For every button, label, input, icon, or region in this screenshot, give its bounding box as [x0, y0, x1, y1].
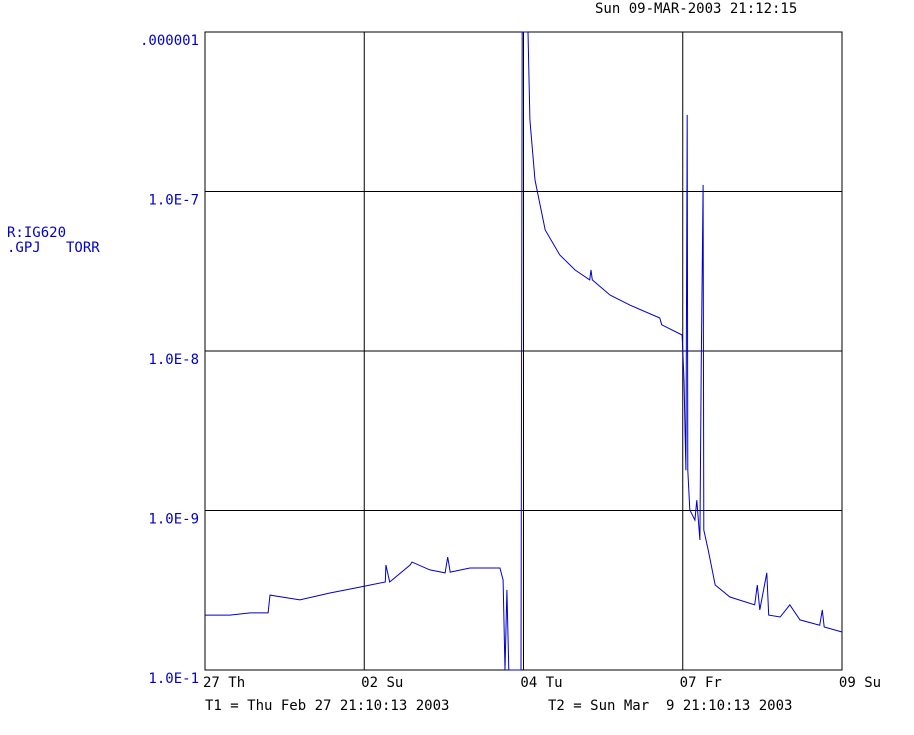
y-tick-label: 1.0E-8: [148, 352, 199, 368]
x-tick-label: 09 Su: [839, 675, 881, 691]
footer-t2: T2 = Sun Mar 9 21:10:13 2003: [548, 698, 792, 714]
y-tick-label: 1.0E-1: [148, 671, 199, 687]
x-tick-label: 02 Su: [361, 675, 403, 691]
y-tick-label: 1.0E-7: [148, 193, 199, 209]
y-axis-label: .GPJ TORR: [7, 240, 100, 256]
y-tick-label: .000001: [140, 33, 199, 49]
footer-t1: T1 = Thu Feb 27 21:10:13 2003: [205, 698, 449, 714]
x-tick-label: 04 Tu: [520, 675, 562, 691]
x-tick-label: 07 Fr: [680, 675, 722, 691]
data-line: [205, 31, 843, 671]
y-tick-label: 1.0E-9: [148, 512, 199, 528]
x-tick-label: 27 Th: [203, 675, 245, 691]
chart-title: Sun 09-MAR-2003 21:12:15: [595, 1, 797, 17]
y-axis-label: R:IG620: [7, 225, 66, 241]
